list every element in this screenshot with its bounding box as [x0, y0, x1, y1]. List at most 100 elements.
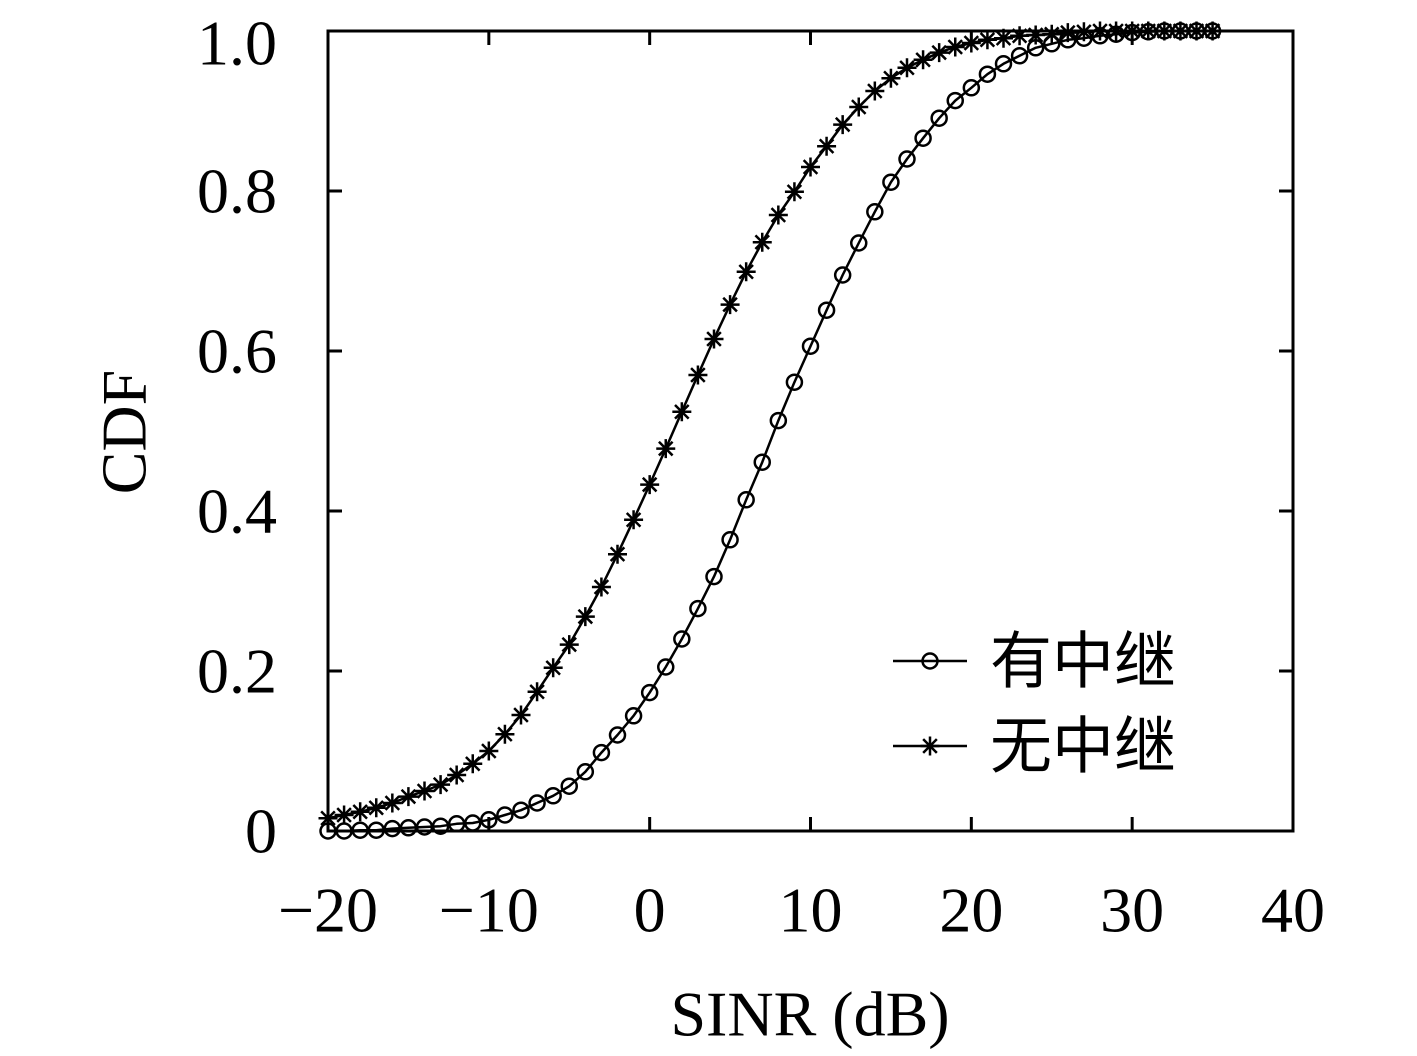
- series-2-point-shape: [913, 50, 933, 70]
- series-2-point: [752, 232, 772, 252]
- series-1-point: [930, 109, 948, 127]
- series-1-point: [850, 234, 868, 252]
- series-1-point-shape: [689, 599, 707, 618]
- legend-marker: [921, 652, 939, 670]
- series-2-point: [784, 182, 804, 202]
- series-1-line: [328, 29, 1213, 833]
- series-2-point: [945, 37, 965, 57]
- series-1-point: [528, 794, 546, 812]
- series-1-point-shape: [833, 266, 852, 284]
- series-1-point: [737, 491, 755, 509]
- series-2-point-shape: [511, 705, 531, 725]
- series-2-point-shape: [865, 81, 885, 101]
- series-2-point-shape: [704, 329, 724, 349]
- series-2-point-shape: [656, 439, 676, 459]
- series-1-point-shape: [721, 531, 739, 549]
- series-2-point: [720, 295, 740, 315]
- series-2-point: [366, 798, 386, 818]
- series-1-point-shape: [785, 373, 804, 391]
- series-2-point: [624, 510, 644, 530]
- series-1-point: [769, 411, 788, 430]
- series-1-point: [689, 599, 707, 618]
- legend-symbol-star: [893, 736, 967, 756]
- series-2-point-shape: [688, 365, 708, 385]
- series-2-point: [865, 81, 885, 101]
- series-1-point-shape: [592, 743, 611, 762]
- series-2-point: [447, 765, 467, 785]
- legend-entry-with-relay: 有中继: [893, 625, 1176, 698]
- x-axis-label: SINR (dB): [670, 979, 949, 1050]
- series-2-point: [479, 741, 499, 761]
- series-2-point: [559, 635, 579, 655]
- legend-entry-without-relay: 无中继: [893, 710, 1176, 783]
- series-2-line: [327, 29, 1213, 820]
- series-2-point: [1010, 26, 1030, 46]
- series-2-point: [1058, 23, 1078, 43]
- series-1-point-shape: [946, 91, 964, 110]
- series-1-point: [544, 787, 562, 805]
- series-2-point: [591, 577, 611, 597]
- series-2-point-shape: [929, 43, 949, 63]
- series-2-point-shape: [382, 793, 402, 813]
- series-1-point-shape: [914, 129, 932, 147]
- series-2-point-shape: [575, 607, 595, 627]
- series-1-point-shape: [978, 65, 997, 83]
- series-2-point: [463, 754, 483, 774]
- series-2-point: [350, 802, 370, 822]
- series-1-point: [962, 79, 981, 97]
- y-tick-label: 0.8: [197, 156, 277, 227]
- series-2-point-shape: [495, 724, 515, 744]
- series-2-point-shape: [608, 544, 627, 564]
- series-2-point: [768, 205, 788, 225]
- series-2-point: [640, 475, 660, 495]
- series-1-point-shape: [753, 453, 771, 471]
- series-2-point-shape: [801, 157, 820, 177]
- x-tick-label: 10: [779, 875, 843, 946]
- series-2-point-shape: [415, 781, 434, 801]
- series-1-point-shape: [705, 567, 723, 586]
- series-1-point: [560, 777, 578, 795]
- series-2-point: [415, 781, 434, 801]
- series-2-point: [977, 30, 997, 50]
- series-2-point-shape: [624, 510, 644, 530]
- x-tick-label: 30: [1100, 875, 1164, 946]
- series-1-point: [914, 129, 932, 147]
- series-1-point: [801, 337, 820, 355]
- series-1-point-shape: [576, 763, 595, 781]
- series-1-point: [833, 266, 852, 284]
- series-2-point-shape: [366, 798, 386, 818]
- series-2-point-shape: [1026, 25, 1046, 45]
- series-2-point-shape: [463, 754, 483, 774]
- series-2-point-shape: [897, 58, 917, 78]
- series-2-point-shape: [977, 30, 997, 50]
- series-1-point-shape: [544, 787, 562, 805]
- series-2-point-shape: [768, 205, 788, 225]
- series-2-point-shape: [881, 68, 901, 88]
- series-2-point: [1042, 24, 1062, 44]
- series-1-point-shape: [882, 173, 900, 191]
- series-1-point: [608, 726, 627, 744]
- series-1-point: [624, 707, 643, 725]
- legend-symbol-circle: [893, 652, 967, 670]
- legend-marker-shape: [920, 736, 940, 756]
- series-2-point-shape: [398, 787, 418, 807]
- series-2-point: [575, 607, 595, 627]
- series-2-point-shape: [447, 765, 467, 785]
- y-tick-label: 0.4: [197, 476, 277, 547]
- series-2-point-shape: [736, 262, 756, 282]
- series-2-point: [334, 805, 354, 825]
- series-2-point: [382, 793, 402, 813]
- series-2-point-shape: [784, 182, 804, 202]
- series-2-point-shape: [591, 577, 611, 597]
- series-2-point: [817, 136, 837, 156]
- series-2-point-shape: [431, 775, 451, 795]
- series-2-point-shape: [720, 295, 740, 315]
- y-tick-label: 1.0: [197, 8, 277, 79]
- series-2-point: [527, 682, 547, 702]
- series-1-point-shape: [431, 817, 450, 835]
- series-2-point-shape: [559, 635, 579, 655]
- series-2-point: [849, 97, 869, 117]
- series-1-point-shape: [737, 491, 755, 509]
- series-1-point-shape: [1010, 47, 1029, 65]
- series-1-point-shape: [624, 707, 643, 725]
